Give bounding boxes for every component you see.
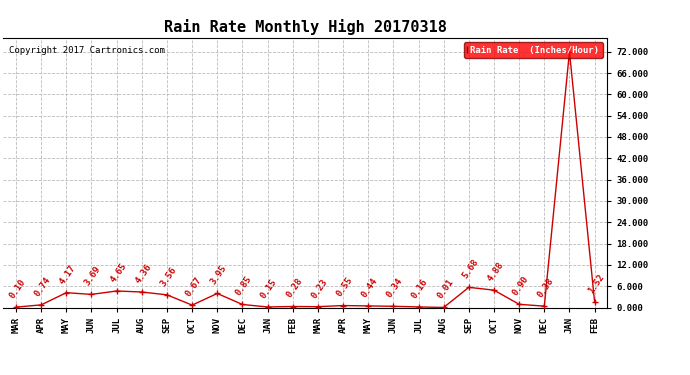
Text: 0.74: 0.74 bbox=[33, 275, 52, 298]
Text: 0.67: 0.67 bbox=[184, 275, 204, 298]
Text: 0.55: 0.55 bbox=[335, 276, 355, 298]
Text: 4.17: 4.17 bbox=[58, 263, 78, 286]
Text: 1.52: 1.52 bbox=[586, 272, 606, 295]
Text: 3.56: 3.56 bbox=[159, 265, 178, 288]
Text: Copyright 2017 Cartronics.com: Copyright 2017 Cartronics.com bbox=[10, 46, 166, 55]
Text: 3.95: 3.95 bbox=[209, 264, 228, 286]
Text: 0.28: 0.28 bbox=[284, 277, 304, 300]
Text: 5.68: 5.68 bbox=[460, 258, 480, 280]
Text: 0.01: 0.01 bbox=[435, 278, 455, 300]
Text: 0.44: 0.44 bbox=[360, 276, 380, 299]
Text: 0.15: 0.15 bbox=[259, 277, 279, 300]
Text: 0.90: 0.90 bbox=[511, 274, 531, 297]
Text: 0.16: 0.16 bbox=[410, 277, 430, 300]
Title: Rain Rate Monthly High 20170318: Rain Rate Monthly High 20170318 bbox=[164, 19, 446, 35]
Text: 0.34: 0.34 bbox=[385, 277, 405, 299]
Legend: Rain Rate  (Inches/Hour): Rain Rate (Inches/Hour) bbox=[464, 42, 602, 58]
Text: 4.65: 4.65 bbox=[108, 261, 128, 284]
Text: 3.69: 3.69 bbox=[83, 265, 103, 288]
Text: 4.36: 4.36 bbox=[133, 262, 153, 285]
Text: 0.85: 0.85 bbox=[234, 275, 254, 297]
Text: 0.38: 0.38 bbox=[536, 276, 555, 299]
Text: 0.10: 0.10 bbox=[8, 278, 28, 300]
Text: 4.88: 4.88 bbox=[486, 261, 505, 283]
Text: 0.23: 0.23 bbox=[310, 277, 329, 300]
